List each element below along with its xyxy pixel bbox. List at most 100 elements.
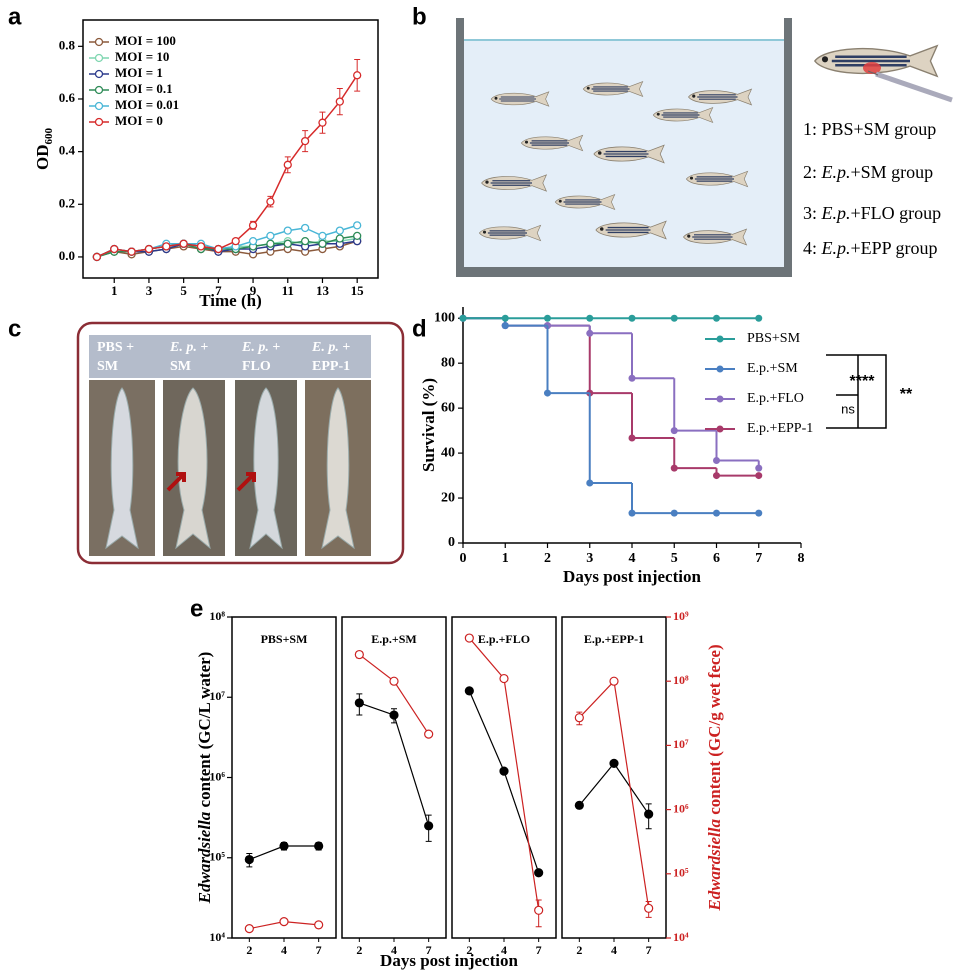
x-tick-label: 7 [426,943,432,957]
header-label: E. p. + [311,340,350,355]
data-point [389,676,399,686]
data-point [231,236,240,246]
fish-photo [105,387,139,550]
data-point [670,427,678,435]
x-tick-label: 5 [180,283,187,298]
group-label-part: 3: [803,203,822,223]
group-label-part: 1: PBS+SM group [803,119,936,139]
subplot-frame [231,616,337,939]
legend-label: MOI = 0.01 [115,97,179,112]
data-point [670,509,678,517]
y2-tick-label: 10⁷ [673,737,689,751]
header-band [89,335,371,378]
data-point [574,713,584,723]
data-point [248,236,258,246]
x-tick-label: 4 [611,943,617,957]
x-tick-label: 4 [629,551,636,566]
group-label-part: 4: [803,238,822,258]
data-point [574,800,584,810]
data-point [389,710,399,720]
x-tick-label: 15 [351,283,365,298]
data-point [354,698,364,708]
y-tick-label: 0.2 [59,195,75,210]
series-line [96,240,358,258]
header-label: SM [97,359,118,374]
significance-label: **** [850,373,876,390]
data-point [534,868,544,878]
data-point [335,234,344,243]
tank-diagram [456,18,792,277]
data-point [266,239,275,248]
y-axis-label-part: content (GC/L water) [195,652,214,812]
y-tick-label: 10⁶ [209,769,225,783]
fish-photo [249,387,283,550]
fish-photo [175,387,211,550]
header-label: EPP-1 [312,359,350,374]
fish-photo [321,387,355,550]
header-label-part: + [339,340,351,355]
subplot-frame [561,616,667,939]
series-line [578,762,650,815]
data-point [609,758,619,768]
arrow [236,472,256,492]
y-tick-label: 10⁸ [209,609,225,623]
data-point [586,479,594,487]
data-point [501,322,509,330]
legend-label: MOI = 1 [115,65,163,80]
y-tick-label: 0.0 [59,248,75,263]
panel-label: d [412,315,427,342]
x-tick-label: 7 [646,943,652,957]
data-point [314,841,324,851]
data-point [755,509,763,517]
legend-marker [716,365,724,373]
subplot-title: E.p.+FLO [478,632,530,646]
series-line [578,679,650,909]
legend-marker [716,395,724,403]
data-point [335,97,344,106]
data-point [214,244,223,254]
series-line [96,74,358,258]
y-tick-label: 0.4 [59,143,76,158]
group-label-part: E.p. [821,162,851,182]
data-point [586,314,594,322]
data-point [283,239,292,248]
legend-label: MOI = 100 [115,33,176,48]
group-label: 2: E.p.+SM group [803,162,933,182]
data-point [499,766,509,776]
y2-tick-label: 10⁹ [673,609,689,623]
x-tick-label: 2 [466,943,472,957]
data-point [644,809,654,819]
x-tick-label: 5 [671,551,678,566]
y-axis-label: Survival (%) [419,378,438,472]
x-tick-label: 9 [250,283,257,298]
header-label-part: E. p. [241,340,269,355]
x-tick-label: 4 [281,943,287,957]
data-point [244,924,254,934]
legend-label: MOI = 10 [115,49,169,64]
x-tick-label: 0 [460,551,467,566]
y2-tick-label: 10⁴ [673,930,689,944]
data-point [424,821,434,831]
photo-panel [76,321,405,565]
significance-label: ns [841,401,855,416]
header-label-part: + [269,340,281,355]
group-label: 4: E.p.+EPP group [803,238,938,258]
x-tick-label: 4 [391,943,397,957]
legend-marker [94,53,104,63]
x-tick-label: 4 [501,943,507,957]
arrow [166,472,186,492]
legend-marker [94,69,104,79]
panel-label: b [412,3,427,30]
y-tick-label: 10⁴ [209,930,225,944]
x-tick-label: 13 [316,283,330,298]
panel-label: a [8,3,22,30]
legend-label: E.p.+FLO [747,391,804,406]
header-label-part: + [197,340,209,355]
data-point [279,917,289,927]
x-tick-label: 1 [111,283,118,298]
x-tick-label: 6 [713,551,720,566]
data-point [162,242,171,251]
data-point [499,673,509,684]
